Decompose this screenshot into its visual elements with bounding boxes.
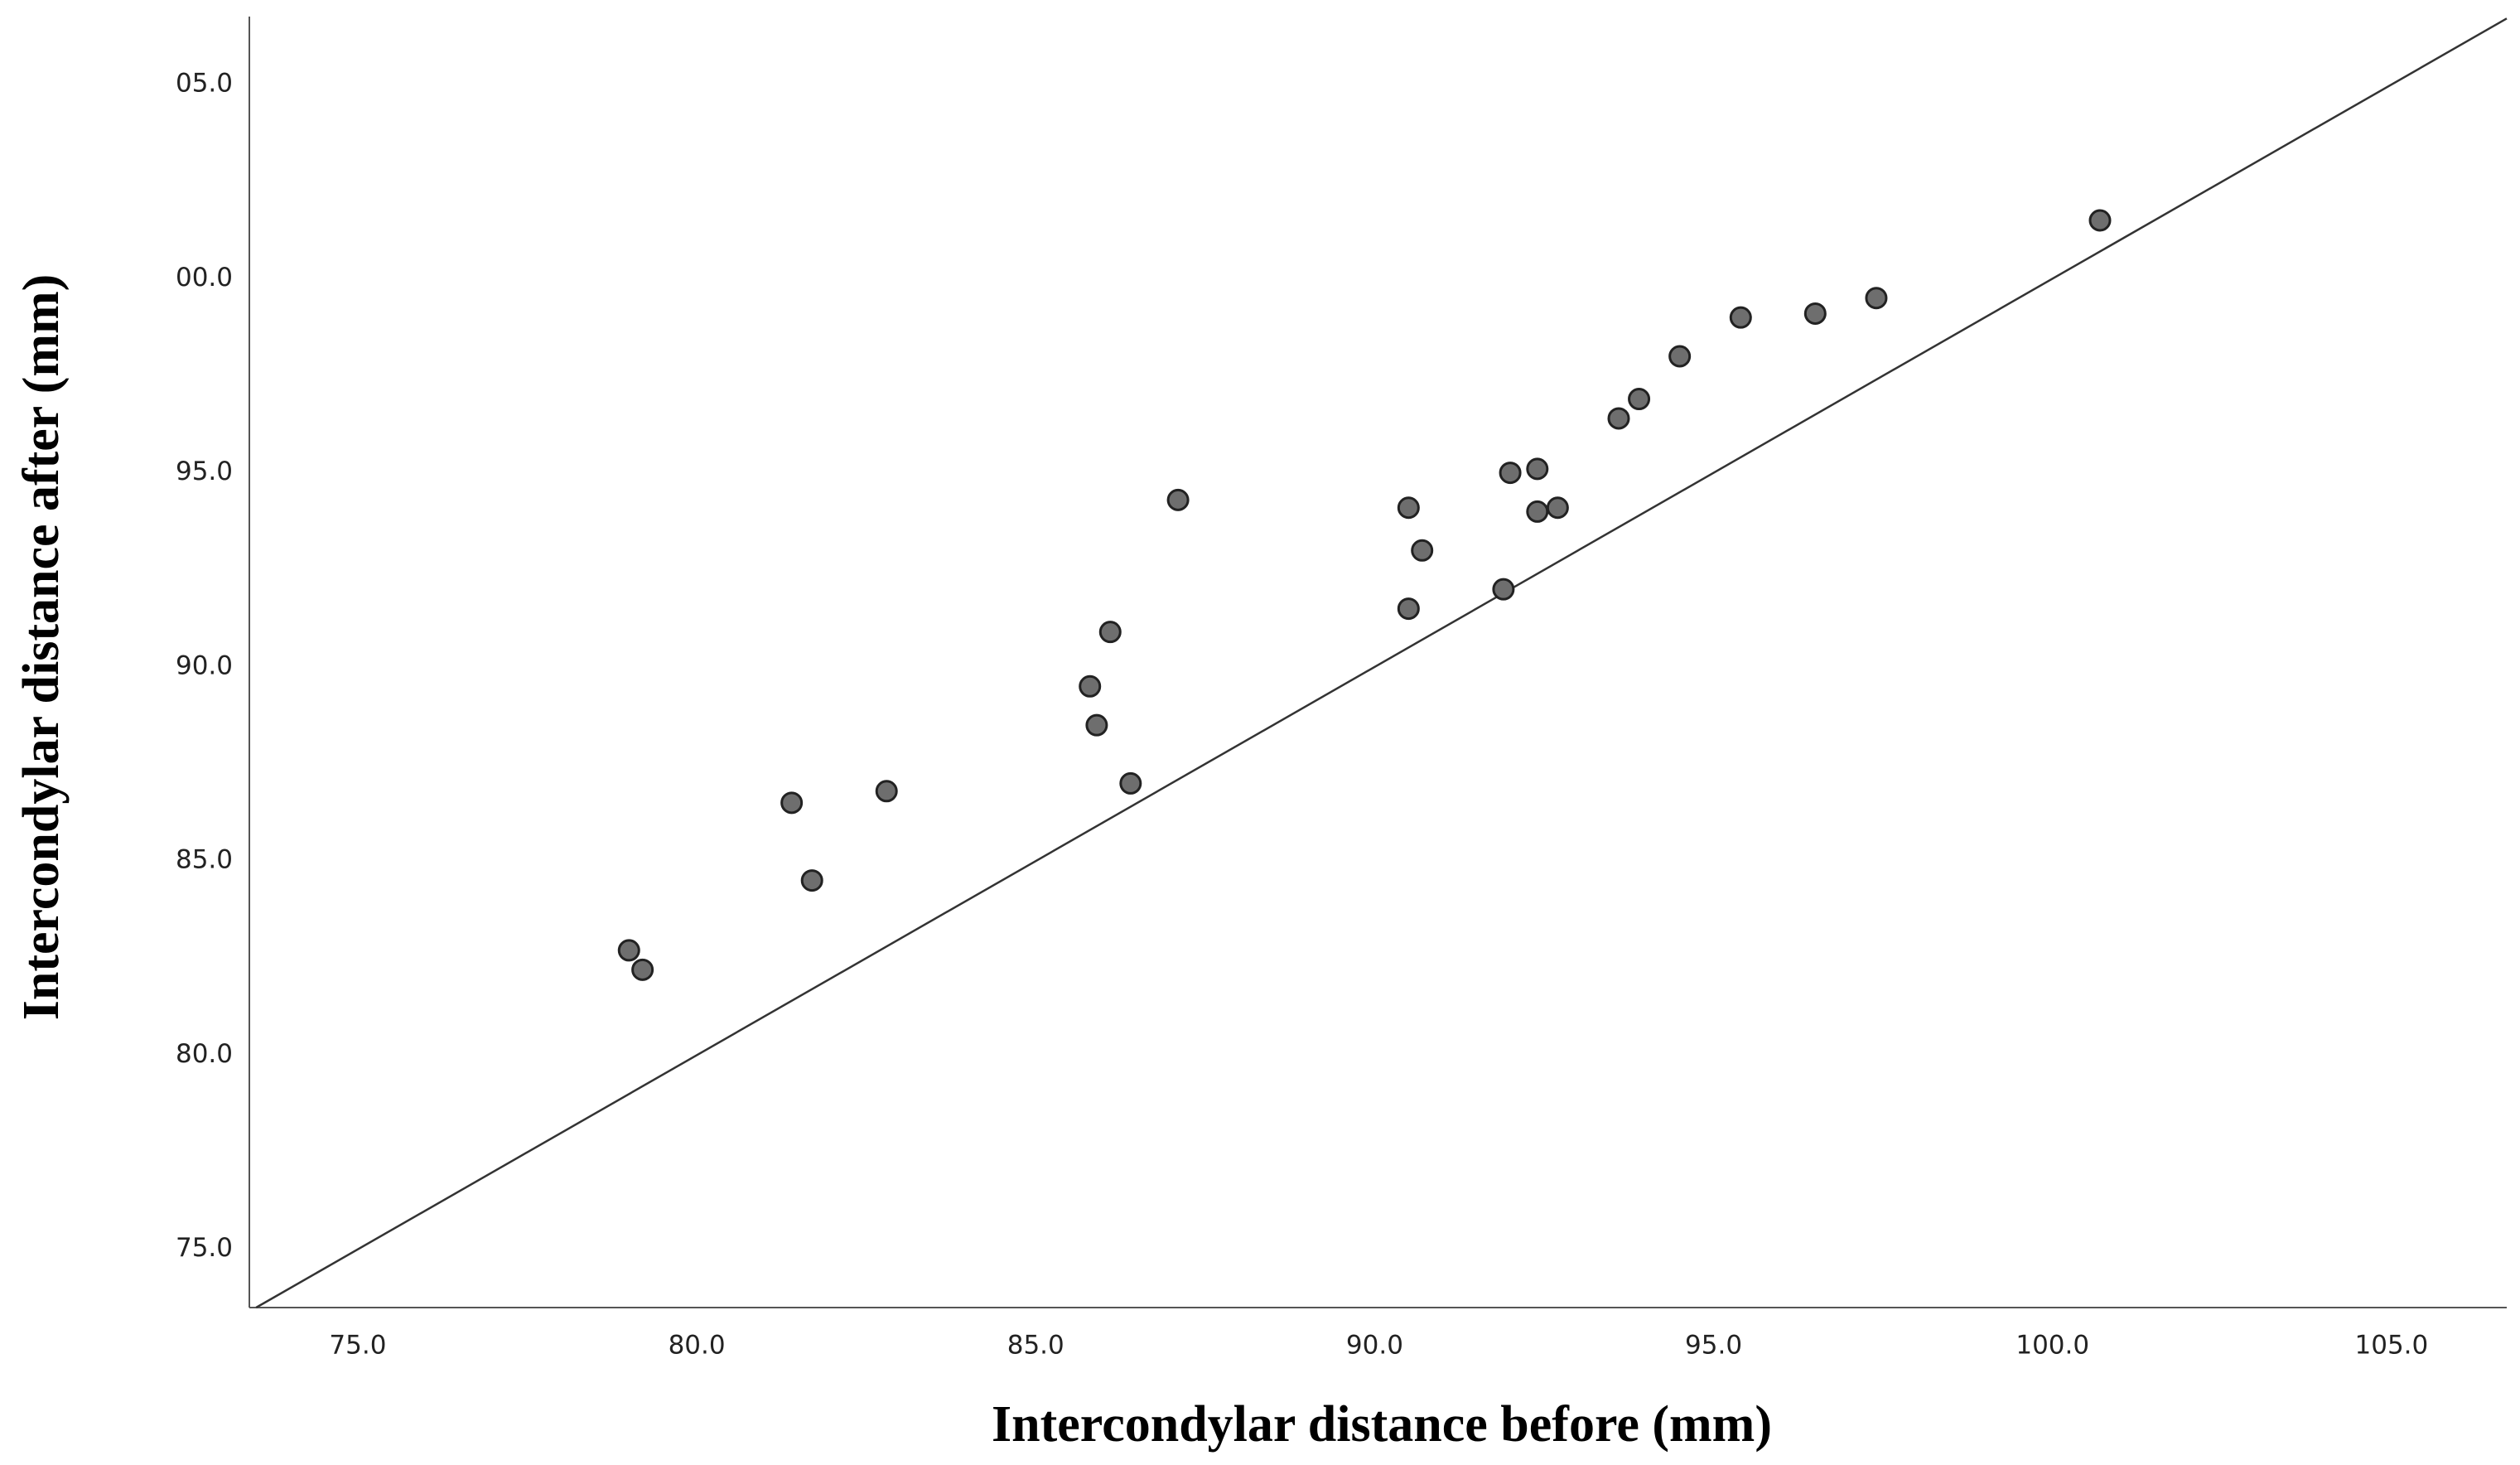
data-point xyxy=(1098,621,1122,644)
y-tick-label: 90.0 xyxy=(176,650,233,680)
x-tick-label: 95.0 xyxy=(1685,1331,1742,1361)
data-point xyxy=(1607,407,1630,430)
x-tick-label: 90.0 xyxy=(1346,1331,1403,1361)
data-point xyxy=(2088,209,2112,232)
y-tick-label: 95.0 xyxy=(176,457,233,486)
data-point xyxy=(1526,500,1549,523)
y-tick-label: 80.0 xyxy=(176,1039,233,1069)
data-point xyxy=(1628,388,1651,411)
data-point xyxy=(631,958,654,981)
identity-line xyxy=(255,17,2508,1309)
x-tick-label: 105.0 xyxy=(2355,1331,2429,1361)
data-point xyxy=(617,939,640,962)
x-tick-label: 75.0 xyxy=(329,1331,386,1361)
y-tick-label: 05.0 xyxy=(176,69,233,99)
data-point xyxy=(1397,597,1420,621)
data-point xyxy=(1411,539,1434,562)
data-point xyxy=(1492,578,1515,601)
data-point xyxy=(1546,496,1569,520)
y-tick-label: 00.0 xyxy=(176,263,233,293)
data-point xyxy=(1526,457,1549,481)
data-point xyxy=(1119,771,1142,795)
data-point xyxy=(1803,302,1827,325)
y-tick-label: 85.0 xyxy=(176,845,233,875)
y-tick-label: 75.0 xyxy=(176,1233,233,1263)
data-point xyxy=(800,869,823,892)
data-point xyxy=(875,780,898,803)
data-point xyxy=(1166,488,1190,511)
data-point xyxy=(1668,345,1692,368)
x-tick-label: 85.0 xyxy=(1007,1331,1064,1361)
data-point xyxy=(1079,674,1102,698)
data-point xyxy=(780,791,804,815)
x-tick-label: 100.0 xyxy=(2016,1331,2089,1361)
data-point xyxy=(1865,287,1888,310)
data-point xyxy=(1499,462,1522,485)
data-point xyxy=(1085,713,1108,737)
y-axis-title: Intercondylar distance after (mm) xyxy=(13,274,70,1021)
x-axis-title: Intercondylar distance before (mm) xyxy=(992,1396,1772,1453)
x-tick-label: 80.0 xyxy=(669,1331,726,1361)
data-point xyxy=(1729,306,1752,329)
data-point xyxy=(1397,496,1420,520)
